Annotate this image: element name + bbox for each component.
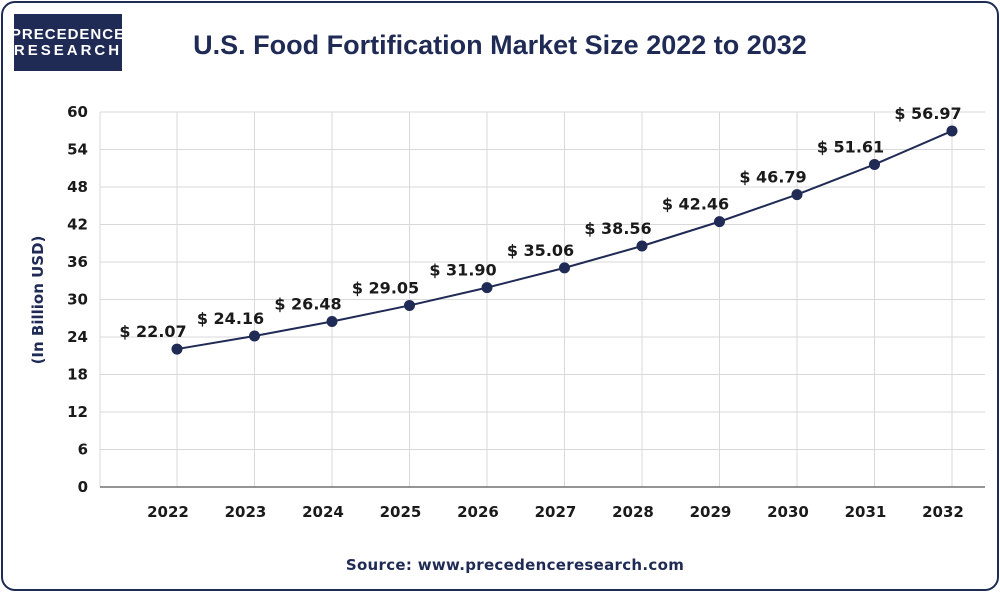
data-point: [559, 262, 570, 274]
data-point: [869, 158, 880, 170]
y-axis-label: (In Billion USD): [29, 236, 47, 365]
data-point: [249, 330, 260, 342]
y-tick-label: 6: [78, 441, 88, 459]
x-tick-label: 2030: [767, 503, 809, 521]
x-tick-labels: 2022 2023 2024 2025 2026 2027 2028 2029 2030 2031…: [147, 503, 964, 521]
data-point: [326, 316, 338, 327]
x-tick-label: 2028: [612, 503, 654, 521]
data-labels: $ 22.07 $ 24.16 $ 26.48 $ 29.05 $ 31.90 $ 35.…: [119, 104, 961, 341]
data-label: $ 24.16: [197, 309, 264, 328]
data-label: $ 22.07: [119, 322, 186, 341]
x-tick-label: 2025: [380, 503, 422, 521]
data-label: $ 38.56: [584, 219, 651, 238]
x-tick-label: 2022: [147, 503, 189, 521]
logo-line-1: PRECEDENCE: [10, 25, 126, 43]
data-point: [791, 189, 803, 201]
y-tick-label: 24: [67, 328, 88, 346]
x-tick-label: 2027: [535, 503, 577, 521]
data-point: [714, 216, 725, 228]
grid-lines: [100, 111, 985, 487]
axes: [99, 112, 985, 488]
data-point: [946, 125, 958, 137]
data-point: [171, 343, 183, 355]
y-tick-label: 30: [67, 291, 88, 309]
x-tick-label: 2032: [922, 503, 964, 521]
data-label: $ 35.06: [507, 241, 574, 260]
y-tick-label: 60: [67, 103, 88, 121]
data-label: $ 31.90: [429, 261, 496, 280]
data-label: $ 42.46: [662, 195, 729, 214]
x-tick-label: 2031: [845, 503, 887, 521]
y-tick-label: 48: [67, 178, 88, 196]
y-tick-label: 54: [67, 141, 88, 159]
y-tick-label: 42: [67, 216, 88, 234]
logo-line-2: RESEARCH: [13, 41, 123, 59]
x-tick-label: 2024: [302, 503, 344, 521]
data-point: [636, 240, 648, 252]
data-points: [171, 125, 958, 355]
y-tick-label: 0: [78, 478, 88, 496]
data-label: $ 46.79: [739, 168, 806, 187]
source-note: Source: www.precedenceresearch.com: [345, 556, 685, 574]
y-tick-label: 36: [67, 253, 88, 271]
x-tick-label: 2029: [690, 503, 732, 521]
chart-title: U.S. Food Fortification Market Size 2022…: [193, 30, 807, 60]
y-tick-label: 12: [67, 403, 88, 421]
y-tick-label: 18: [67, 366, 88, 384]
data-label: $ 51.61: [817, 137, 884, 156]
x-tick-label: 2026: [457, 503, 499, 521]
brand-logo: PRECEDENCE RESEARCH: [10, 14, 126, 71]
y-tick-labels: 0 6 12 18 24 30 36 42 48 54 60: [67, 103, 88, 496]
data-label: $ 26.48: [274, 295, 341, 314]
data-label: $ 29.05: [352, 278, 419, 297]
x-tick-label: 2023: [225, 503, 267, 521]
data-label: $ 56.97: [894, 104, 961, 123]
data-point: [481, 282, 493, 294]
data-point: [404, 299, 415, 311]
